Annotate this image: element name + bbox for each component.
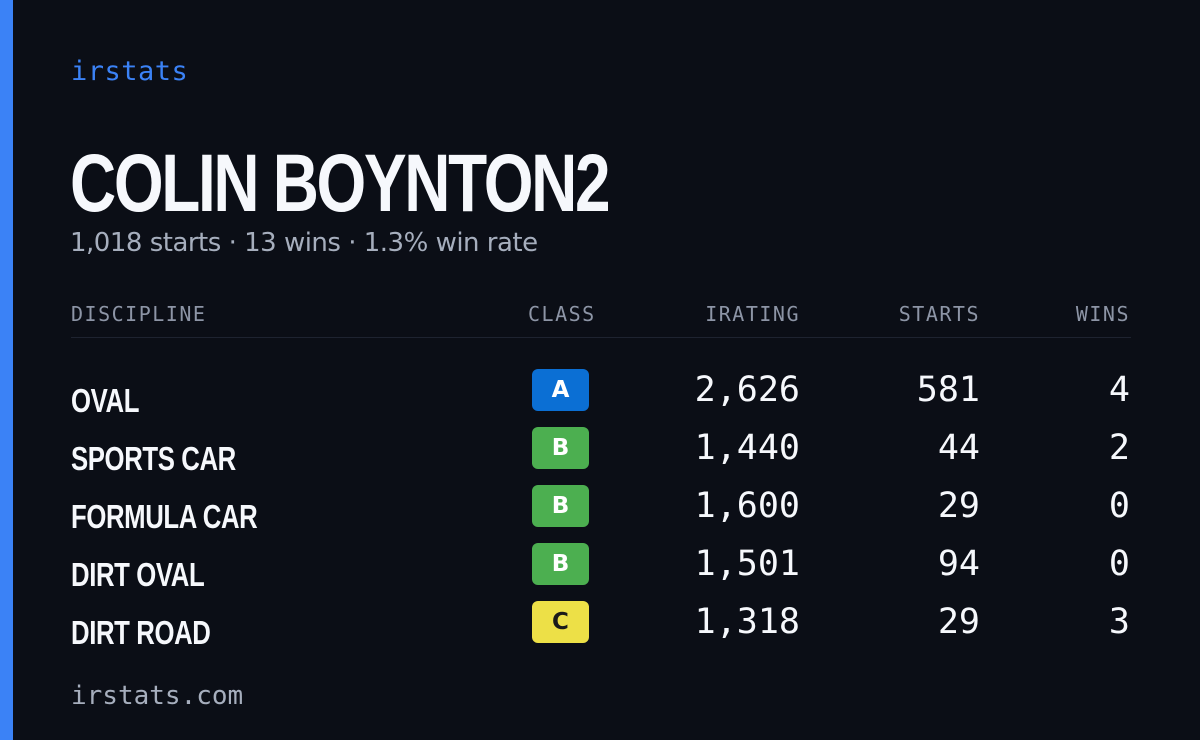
- class-badge: C: [532, 601, 589, 643]
- discipline-cell: DIRT OVAL: [71, 556, 205, 593]
- discipline-cell: DIRT ROAD: [71, 614, 211, 651]
- table-row: FORMULA CAR B 1,600 29 0: [71, 484, 1131, 542]
- starts-cell: 94: [937, 544, 980, 584]
- discipline-cell: SPORTS CAR: [71, 440, 236, 477]
- driver-name: COLIN BOYNTON2: [70, 138, 611, 229]
- header-class: CLASS: [528, 302, 596, 326]
- wins-cell: 2: [1108, 428, 1130, 468]
- table-row: DIRT OVAL B 1,501 94 0: [71, 542, 1131, 600]
- header-starts: STARTS: [898, 302, 980, 326]
- table-row: OVAL A 2,626 581 4: [71, 368, 1131, 426]
- brand-logo-text: irstats: [71, 56, 189, 87]
- header-discipline: DISCIPLINE: [71, 302, 207, 326]
- starts-cell: 29: [937, 486, 980, 526]
- starts-cell: 44: [937, 428, 980, 468]
- class-badge: B: [532, 543, 589, 585]
- irating-cell: 1,501: [694, 544, 800, 584]
- header-wins: WINS: [1075, 302, 1130, 326]
- table-row: SPORTS CAR B 1,440 44 2: [71, 426, 1131, 484]
- driver-summary: 1,018 starts · 13 wins · 1.3% win rate: [70, 228, 538, 258]
- wins-cell: 0: [1108, 486, 1130, 526]
- discipline-cell: OVAL: [71, 382, 140, 419]
- wins-cell: 4: [1108, 370, 1130, 410]
- header-irating: IRATING: [705, 302, 800, 326]
- table-row: DIRT ROAD C 1,318 29 3: [71, 600, 1131, 658]
- wins-cell: 0: [1108, 544, 1130, 584]
- table-header: DISCIPLINE CLASS IRATING STARTS WINS: [71, 296, 1131, 338]
- stats-table: DISCIPLINE CLASS IRATING STARTS WINS OVA…: [71, 296, 1131, 658]
- irating-cell: 1,600: [694, 486, 800, 526]
- irating-cell: 1,440: [694, 428, 800, 468]
- discipline-cell: FORMULA CAR: [71, 498, 258, 535]
- class-badge: B: [532, 485, 589, 527]
- starts-cell: 29: [937, 602, 980, 642]
- table-body: OVAL A 2,626 581 4 SPORTS CAR B 1,440 44…: [71, 338, 1131, 658]
- irating-cell: 1,318: [694, 602, 800, 642]
- wins-cell: 3: [1108, 602, 1130, 642]
- footer-url: irstats.com: [71, 681, 244, 711]
- starts-cell: 581: [916, 370, 980, 410]
- accent-bar: [0, 0, 13, 740]
- class-badge: A: [532, 369, 589, 411]
- class-badge: B: [532, 427, 589, 469]
- irating-cell: 2,626: [694, 370, 800, 410]
